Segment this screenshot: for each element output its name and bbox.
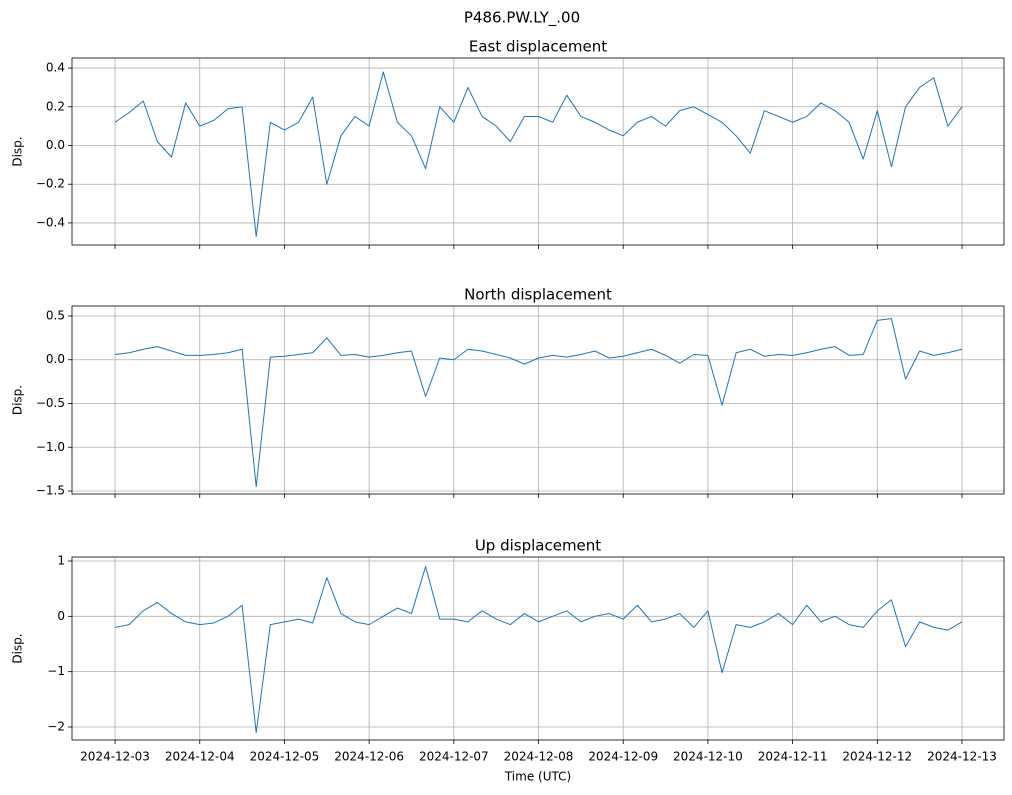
x-tick-label: 2024-12-08 [504, 750, 574, 764]
x-tick-label: 2024-12-05 [250, 750, 320, 764]
y-axis-label: Disp. [11, 385, 25, 415]
y-tick-label: 0.2 [46, 99, 65, 113]
y-axis-label: Disp. [11, 136, 25, 166]
axes-frame [71, 556, 1005, 741]
x-tick-label: 2024-12-03 [80, 750, 150, 764]
y-tick-label: 0.0 [46, 138, 65, 152]
y-tick-label: 0.5 [46, 308, 65, 322]
y-tick-label: −1.0 [36, 440, 65, 454]
y-tick-label: 1 [57, 553, 65, 567]
x-tick-label: 2024-12-13 [927, 750, 997, 764]
y-tick-label: 0 [57, 609, 65, 623]
y-tick-label: −1.5 [36, 484, 65, 498]
y-tick-label: −2 [47, 719, 65, 733]
data-line [114, 318, 963, 488]
y-tick-label: −0.4 [36, 215, 65, 229]
y-tick-label: 0.0 [46, 352, 65, 366]
x-axis-label: Time (UTC) [504, 770, 571, 784]
y-tick-label: −0.2 [36, 177, 65, 191]
x-tick-label: 2024-12-07 [419, 750, 489, 764]
x-tick-label: 2024-12-11 [758, 750, 828, 764]
axes-frame [71, 305, 1005, 495]
y-tick-label: −1 [47, 664, 65, 678]
axes-title: East displacement [469, 38, 607, 56]
data-line [114, 71, 963, 237]
axes-title: Up displacement [475, 537, 601, 555]
axes-title: North displacement [464, 286, 612, 304]
x-tick-label: 2024-12-10 [673, 750, 743, 764]
x-tick-label: 2024-12-06 [334, 750, 404, 764]
data-line [114, 566, 963, 734]
axes-frame [71, 57, 1005, 246]
y-axis-label: Disp. [11, 633, 25, 663]
x-tick-label: 2024-12-12 [842, 750, 912, 764]
x-tick-label: 2024-12-04 [165, 750, 235, 764]
x-tick-label: 2024-12-09 [588, 750, 658, 764]
y-tick-label: 0.4 [46, 61, 65, 75]
y-tick-label: −0.5 [36, 396, 65, 410]
figure-title: P486.PW.LY_.00 [464, 9, 580, 28]
